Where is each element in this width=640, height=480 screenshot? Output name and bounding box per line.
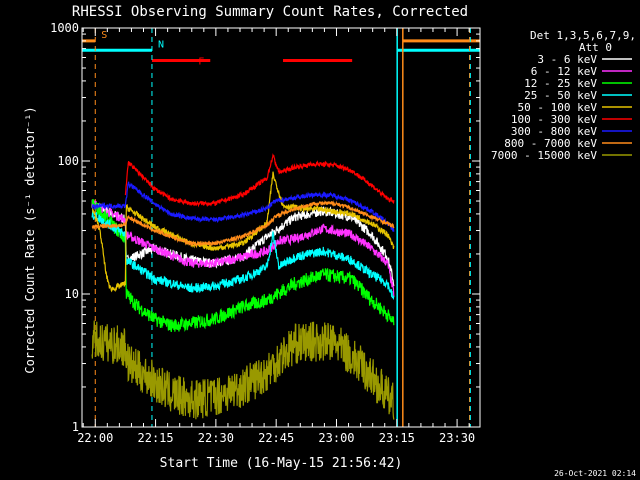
x-axis-label: Start Time (16-May-15 21:56:42) [160,456,403,471]
legend-entry-label: 50 - 100 keV [518,101,598,114]
x-tick-label: 23:00 [318,431,354,445]
series-line [91,320,395,420]
legend-entry-label: 800 - 7000 keV [504,137,597,150]
y-axis-label: Corrected Count Rate (s⁻¹ detector⁻¹) [23,106,37,373]
x-tick-label: 22:15 [138,431,174,445]
x-tick-label: 22:45 [258,431,294,445]
flag-label-f: F [198,56,204,67]
legend-entry-label: 3 - 6 keV [537,53,597,66]
series-line [124,153,395,208]
x-tick-label: 23:15 [379,431,415,445]
y-tick-label: 1000 [50,21,79,35]
series-line [91,200,395,297]
legend-header-line1: Det 1,3,5,6,7,9, [530,29,636,42]
series-line [91,199,395,333]
legend-entry-label: 100 - 300 keV [511,113,597,126]
legend-entry-label: 12 - 25 keV [524,77,597,90]
x-tick-label: 22:30 [198,431,234,445]
x-tick-label: 23:30 [439,431,475,445]
legend-entry-label: 25 - 50 keV [524,89,597,102]
flag-label-n: N [158,39,164,50]
x-axis-ticks: 22:00 22:15 22:30 22:45 23:00 23:15 23:30 [77,28,475,445]
plot-frame [81,27,481,428]
legend-entry-label: 6 - 12 keV [531,65,598,78]
legend-entry-label: 7000 - 15000 keV [491,149,597,162]
series-layer [91,153,395,420]
series-line [91,200,395,248]
chart-title: RHESSI Observing Summary Count Rates, Co… [72,4,468,20]
y-tick-label: 100 [57,154,79,168]
footer-timestamp: 26-Oct-2021 02:14 [554,469,636,478]
vertical-markers [94,28,471,427]
y-axis-ticks: 1 10 100 1000 [50,21,480,434]
y-tick-label: 10 [65,287,79,301]
flag-label-s: S [101,30,107,41]
x-tick-label: 22:00 [77,431,113,445]
series-line [91,209,395,301]
series-line [91,181,395,232]
y-tick-label: 1 [72,420,79,434]
series-line [91,171,395,293]
legend-header-line2: Att 0 [579,41,612,54]
legend-entry-label: 300 - 800 keV [511,125,597,138]
flag-bars: S N F [82,30,480,67]
